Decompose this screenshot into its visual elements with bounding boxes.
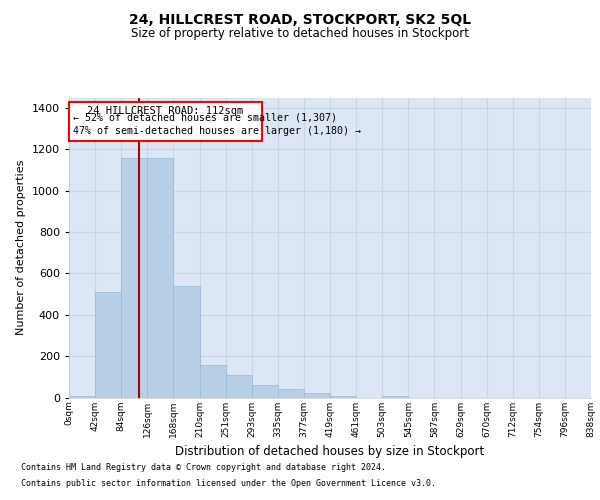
Bar [148, 158, 173, 398]
Bar [278, 389, 304, 398]
Bar [382, 396, 409, 398]
Text: 47% of semi-detached houses are larger (1,180) →: 47% of semi-detached houses are larger (… [73, 126, 361, 136]
FancyBboxPatch shape [69, 102, 262, 141]
Bar [226, 374, 252, 398]
Text: Contains HM Land Registry data © Crown copyright and database right 2024.: Contains HM Land Registry data © Crown c… [21, 464, 386, 472]
Bar [252, 385, 278, 398]
Bar [330, 396, 356, 398]
Bar [69, 396, 95, 398]
Text: ← 52% of detached houses are smaller (1,307): ← 52% of detached houses are smaller (1,… [73, 112, 337, 122]
Bar [304, 394, 330, 398]
X-axis label: Distribution of detached houses by size in Stockport: Distribution of detached houses by size … [175, 445, 485, 458]
Text: Size of property relative to detached houses in Stockport: Size of property relative to detached ho… [131, 28, 469, 40]
Bar [199, 366, 226, 398]
Bar [173, 286, 199, 398]
Text: 24, HILLCREST ROAD, STOCKPORT, SK2 5QL: 24, HILLCREST ROAD, STOCKPORT, SK2 5QL [129, 12, 471, 26]
Y-axis label: Number of detached properties: Number of detached properties [16, 160, 26, 335]
Text: Contains public sector information licensed under the Open Government Licence v3: Contains public sector information licen… [21, 478, 436, 488]
Text: 24 HILLCREST ROAD: 112sqm: 24 HILLCREST ROAD: 112sqm [87, 106, 244, 117]
Bar [95, 292, 121, 398]
Bar [121, 158, 148, 398]
